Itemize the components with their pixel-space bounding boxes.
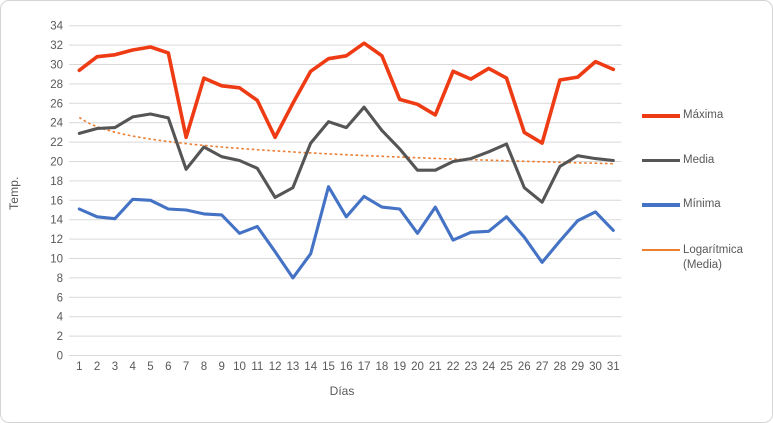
- y-tick-label: 4: [57, 312, 64, 324]
- x-tick-label: 2: [94, 361, 100, 373]
- x-tick-label: 14: [304, 361, 317, 373]
- y-tick-label: 14: [50, 215, 63, 227]
- y-tick-label: 6: [57, 292, 63, 304]
- y-tick-label: 32: [50, 40, 63, 52]
- x-tick-label: 3: [112, 361, 118, 373]
- x-tick-label: 17: [358, 361, 371, 373]
- legend-label: Logarítmica (Media): [683, 244, 744, 271]
- x-tick-label: 26: [518, 361, 531, 373]
- x-tick-label: 20: [411, 361, 424, 373]
- x-tick-label: 10: [233, 361, 246, 373]
- legend-label: Mínima: [683, 198, 721, 210]
- x-tick-label: 8: [201, 361, 207, 373]
- legend-swatch-solid-line: [642, 158, 680, 162]
- x-tick-label: 27: [536, 361, 549, 373]
- legend-item-media: Media: [642, 153, 767, 168]
- legend-swatch-solid-line: [642, 203, 680, 207]
- x-tick-label: 4: [129, 361, 136, 373]
- x-tick-label: 18: [376, 361, 389, 373]
- x-tick-label: 12: [269, 361, 282, 373]
- x-tick-label: 31: [607, 361, 620, 373]
- x-tick-label: 11: [251, 361, 263, 373]
- x-tick-label: 13: [287, 361, 300, 373]
- maxima-line: [77, 41, 616, 145]
- y-tick-label: 22: [50, 137, 63, 149]
- x-tick-label: 9: [218, 361, 224, 373]
- x-tick-label: 24: [482, 361, 495, 373]
- media-line: [77, 105, 615, 204]
- y-tick-label: 30: [50, 60, 63, 72]
- x-tick-label: 1: [76, 361, 82, 373]
- x-tick-label: 22: [447, 361, 460, 373]
- chart-legend: Máxima Media Mínima Logarítmica (Media): [642, 1, 770, 422]
- y-axis-title: Temp.: [7, 176, 21, 210]
- y-tick-label: 24: [50, 118, 63, 130]
- y-tick-label: 0: [57, 351, 63, 363]
- legend-item-trendline: Logarítmica (Media): [642, 243, 767, 273]
- x-tick-label: 21: [429, 361, 442, 373]
- legend-label: Máxima: [683, 109, 724, 121]
- legend-item-mínima: Mínima: [642, 197, 767, 212]
- y-tick-label: 34: [50, 21, 63, 33]
- x-tick-label: 29: [571, 361, 584, 373]
- legend-label: Media: [683, 153, 715, 166]
- legend-swatch-solid-line: [642, 114, 680, 118]
- y-tick-label: 18: [50, 176, 63, 188]
- legend-item-máxima: Máxima: [642, 108, 767, 123]
- legend-swatch-dotted-line: [642, 249, 680, 251]
- x-tick-label: 7: [183, 361, 189, 373]
- y-tick-label: 20: [50, 157, 63, 169]
- x-axis-title: Días: [329, 384, 355, 398]
- y-tick-label: 26: [50, 98, 63, 110]
- x-tick-label: 30: [589, 361, 602, 373]
- minima-line: [77, 185, 615, 280]
- x-tick-label: 15: [322, 361, 335, 373]
- y-tick-label: 10: [50, 254, 63, 266]
- y-tick-label: 16: [50, 195, 63, 207]
- x-tick-label: 5: [147, 361, 153, 373]
- x-tick-label: 16: [340, 361, 353, 373]
- x-tick-label: 28: [554, 361, 567, 373]
- x-tick-label: 23: [465, 361, 478, 373]
- x-tick-label: 6: [165, 361, 171, 373]
- trendline-logarithmic: [78, 116, 614, 165]
- y-tick-label: 28: [50, 79, 63, 91]
- x-tick-label: 19: [393, 361, 406, 373]
- y-tick-label: 8: [57, 273, 63, 285]
- y-tick-label: 2: [57, 331, 63, 343]
- y-tick-label: 12: [50, 234, 63, 246]
- x-tick-label: 25: [500, 361, 513, 373]
